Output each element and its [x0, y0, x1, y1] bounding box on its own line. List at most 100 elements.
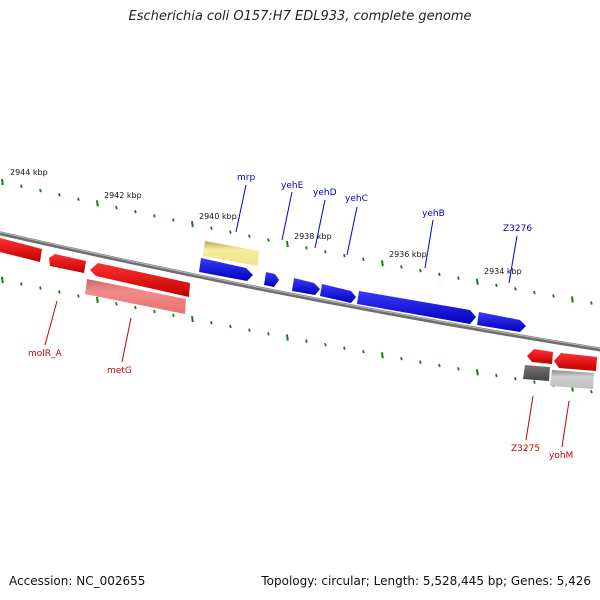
scale-tick [286, 334, 289, 341]
scale-ticks-outer [1, 178, 593, 305]
leader-line-metG [121, 317, 132, 363]
genome-backbone [0, 231, 600, 352]
scale-tick [343, 253, 346, 258]
scale-tick [115, 205, 118, 210]
scale-tick [191, 315, 194, 323]
gene-arrow-yehD[interactable] [292, 278, 320, 295]
gene-label-yehB[interactable]: yehB [422, 209, 445, 219]
gene-arrow-metG[interactable] [90, 263, 190, 297]
scale-tick [134, 209, 137, 214]
scale-tick [248, 234, 251, 238]
scale-tick [115, 302, 118, 306]
scale-tick [267, 332, 270, 336]
gene-label-metG[interactable]: metG [107, 366, 132, 376]
scale-tick [229, 230, 232, 234]
scale-tick [419, 360, 422, 364]
scale-ticks-inner [1, 276, 593, 394]
scale-tick [533, 380, 536, 384]
gene-arrow-reverse[interactable] [49, 254, 86, 273]
scale-tick [400, 265, 403, 269]
tick-label-2942: 2942 kbp [104, 191, 142, 200]
gene-arrow-metG-sub[interactable] [85, 279, 186, 314]
scale-tick [58, 290, 61, 294]
scale-tick [324, 250, 327, 254]
scale-tick [343, 346, 346, 350]
scale-tick [514, 287, 517, 291]
scale-tick [96, 296, 99, 304]
scale-tick [381, 260, 384, 267]
gene-label-Z3276[interactable]: Z3276 [503, 224, 532, 234]
scale-tick [419, 268, 422, 273]
gene-label-yohM[interactable]: yohM [549, 451, 573, 461]
gene-arrow-yehE[interactable] [264, 272, 279, 287]
scale-tick [571, 296, 574, 303]
gene-label-yehD[interactable]: yehD [313, 188, 337, 198]
gene-arrow-reverse[interactable] [0, 238, 42, 262]
scale-tick [476, 278, 479, 285]
scale-tick [533, 290, 536, 295]
scale-tick [400, 356, 403, 361]
gene-arrow-yehB[interactable] [357, 291, 476, 324]
genome-backbone-highlight [0, 231, 600, 349]
scale-tick [305, 246, 308, 250]
gene-label-yehC[interactable]: yehC [345, 194, 368, 204]
leader-line-Z3275 [525, 395, 534, 441]
gene-label-Z3275[interactable]: Z3275 [511, 444, 540, 454]
gene-label-yehE[interactable]: yehE [281, 181, 304, 191]
tick-label-2938: 2938 kbp [294, 232, 332, 241]
leader-line-mrp [235, 184, 247, 233]
scale-tick [229, 324, 232, 329]
gene-label-molR_A[interactable]: molR_A [28, 349, 63, 359]
scale-tick [286, 240, 289, 248]
gene-arrow-Z3276[interactable] [477, 312, 526, 332]
scale-tick [39, 286, 42, 290]
leader-line-molR_A [44, 300, 58, 346]
leader-line-yehE [281, 191, 293, 241]
gene-arrow-reverse[interactable] [554, 353, 597, 371]
scale-tick [172, 313, 175, 318]
leader-line-yehB [424, 219, 434, 269]
gene-arrow-yohM-sub[interactable] [550, 370, 594, 389]
gene-arrow-mrp[interactable] [199, 258, 253, 281]
tick-label-2934: 2934 kbp [484, 267, 522, 276]
scale-tick [495, 283, 498, 288]
scale-tick [381, 352, 384, 359]
leader-line-yehC [346, 206, 358, 256]
scale-tick [134, 305, 137, 310]
scale-tick [20, 282, 23, 286]
genome-summary-text: Topology: circular; Length: 5,528,445 bp… [261, 574, 591, 588]
leader-line-Z3276 [508, 235, 518, 284]
leader-line-yohM [561, 400, 570, 448]
scale-tick [438, 272, 441, 277]
gene-arrow-mrp-sub[interactable] [203, 241, 259, 266]
map-title: Escherichia coli O157:H7 EDL933, complet… [128, 9, 472, 24]
scale-tick [362, 349, 365, 354]
scale-tick [39, 188, 42, 193]
gene-arrow-reverse[interactable] [527, 349, 553, 364]
scale-tick [305, 339, 308, 343]
scale-tick [153, 214, 156, 218]
scale-tick [172, 218, 175, 222]
scale-tick [438, 363, 441, 368]
scale-tick [153, 309, 156, 314]
leader-line-yehD [314, 199, 326, 249]
scale-tick [96, 200, 99, 207]
scale-tick [77, 197, 80, 201]
scale-tick [58, 193, 61, 197]
scale-tick [552, 294, 555, 298]
gene-label-mrp[interactable]: mrp [237, 173, 255, 183]
scale-tick [20, 184, 23, 189]
accession-text: Accession: NC_002655 [9, 574, 146, 588]
tick-label-2936: 2936 kbp [389, 250, 427, 259]
scale-tick [476, 369, 479, 376]
scale-tick [324, 342, 327, 347]
scale-tick [248, 328, 251, 332]
scale-tick [1, 178, 4, 186]
scale-tick [457, 367, 460, 371]
scale-tick [77, 294, 80, 298]
scale-tick [191, 220, 194, 228]
scale-tick [590, 389, 593, 394]
gene-arrow-yehC[interactable] [320, 284, 356, 303]
gene-arrow-Z3275-sub[interactable] [523, 365, 550, 381]
scale-tick [514, 377, 517, 381]
